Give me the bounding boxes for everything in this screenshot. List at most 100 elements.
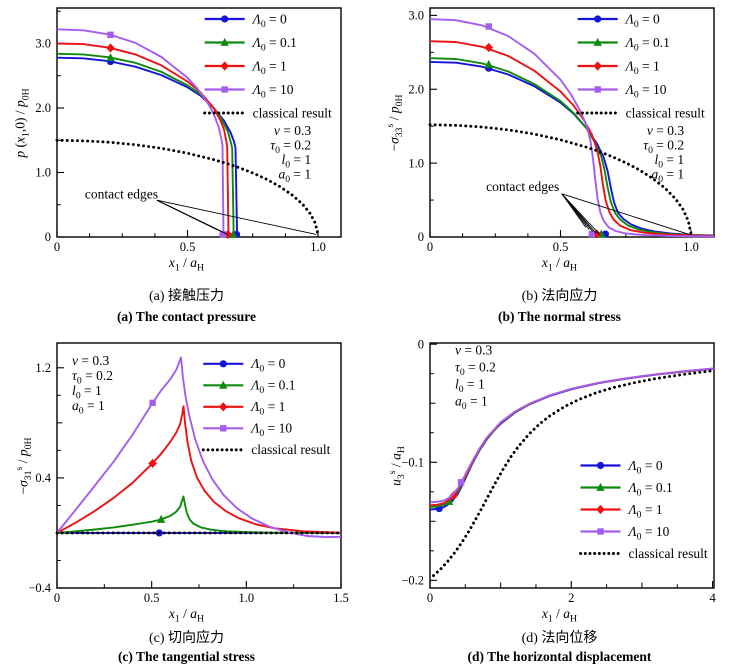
param-line: l0 = 1 <box>654 152 684 171</box>
legend-label-lambda-0: Λ0 = 0 <box>627 458 663 477</box>
series-lambda-0 <box>56 56 239 236</box>
x-tick-label: 0.5 <box>144 591 160 605</box>
legend-label-lambda-0: Λ0 = 0 <box>624 11 660 30</box>
panel-c: 0 0.5 1.0 1.5 −0.4 0.4 1.2 Λ0 = 0 Λ0 = 0.1 Λ0 = 1… <box>0 333 373 665</box>
annotation-contact-edges: contact edges <box>486 179 690 235</box>
x-axis-title-b: x1 / aH <box>541 255 578 274</box>
circle-marker <box>594 15 602 23</box>
axes: 0 0.5 1.0 1.5 −0.4 0.4 1.2 <box>28 342 349 605</box>
axes: 0 0.5 1.0 0 1.0 2.0 3.0 <box>35 7 342 254</box>
x-tick-label: 1.0 <box>683 240 699 254</box>
param-line: τ0 = 0.2 <box>270 137 311 156</box>
triangle-marker <box>484 59 493 68</box>
x-tick-label: 0.5 <box>180 240 196 254</box>
caption-en-b: (b) The normal stress <box>498 309 621 324</box>
chart-a: 0 0.5 1.0 0 1.0 2.0 3.0 contact edges Λ0 = 0 Λ0 =… <box>0 0 373 256</box>
triangle-marker <box>219 380 228 389</box>
y-tick-label: 1.0 <box>35 166 51 180</box>
chart-c-svg: 0 0.5 1.0 1.5 −0.4 0.4 1.2 Λ0 = 0 Λ0 = 0.1 Λ0 = 1… <box>28 342 349 605</box>
legend-label-lambda-0: Λ0 = 0 <box>249 356 285 375</box>
y-tick-label: −0.1 <box>401 455 424 469</box>
square-marker <box>485 23 492 30</box>
square-marker <box>597 528 604 535</box>
x-tick-label: 1.0 <box>310 240 326 254</box>
caption-en-d: (d) The horizontal displacement <box>467 649 652 664</box>
square-marker <box>594 86 601 93</box>
legend: Λ0 = 0 Λ0 = 0.1 Λ0 = 1 Λ0 = 10 classical res… <box>201 356 331 457</box>
circle-marker <box>221 15 229 23</box>
triangle-marker <box>596 482 605 491</box>
series-lambda-10 <box>429 367 715 504</box>
panel-d: 0 2 4 0 −0.1 −0.2 Λ0 = 0 Λ0 = 0.1 Λ0 = 1 Λ0 = 10 c… <box>373 333 746 665</box>
caption-zh-b: (b) 法向应力 <box>521 289 598 304</box>
series-lambda-1 <box>56 405 342 534</box>
legend-label-lambda-0.1: Λ0 = 0.1 <box>249 378 295 397</box>
square-marker <box>588 230 596 238</box>
triangle-marker <box>156 514 166 523</box>
panel-b: 0 0.5 1.0 0 1.0 2.0 3.0 contact edges Λ0 = 0 Λ0 =… <box>373 0 746 333</box>
y-tick-label: 3.0 <box>35 37 51 51</box>
legend: Λ0 = 0 Λ0 = 0.1 Λ0 = 1 Λ0 = 10 classical res… <box>203 11 332 120</box>
legend-label-classical: classical result <box>253 105 332 120</box>
x-tick-label: 0 <box>54 591 60 605</box>
legend-label-lambda-1: Λ0 = 1 <box>627 502 663 521</box>
square-marker <box>220 425 227 432</box>
chart-d: 0 2 4 0 −0.1 −0.2 Λ0 = 0 Λ0 = 0.1 Λ0 = 1 Λ0 = 10 c… <box>373 333 746 607</box>
legend: Λ0 = 0 Λ0 = 0.1 Λ0 = 1 Λ0 = 10 classical res… <box>579 458 708 561</box>
legend-label-lambda-1: Λ0 = 1 <box>251 58 287 77</box>
param-line: l0 = 1 <box>455 377 485 396</box>
legend-label-lambda-1: Λ0 = 1 <box>249 399 285 418</box>
series-lambda-1 <box>429 40 715 237</box>
y-axis-title-c: −σ31s / p0H <box>13 437 35 494</box>
diamond-marker <box>593 61 602 71</box>
y-tick-label: 1.2 <box>35 361 51 375</box>
x-tick-label: 4 <box>709 591 716 605</box>
param-line: τ0 = 0.2 <box>643 137 684 156</box>
legend-label-lambda-0.1: Λ0 = 0.1 <box>624 35 670 54</box>
chart-b: 0 0.5 1.0 0 1.0 2.0 3.0 contact edges Λ0 = 0 Λ0 =… <box>373 0 746 256</box>
x-tick-label: 0.5 <box>553 240 569 254</box>
y-axis-title-d: u3s / aH <box>386 445 408 486</box>
caption-zh-a: (a) 接触压力 <box>148 289 225 304</box>
annotation-text: contact edges <box>486 179 559 194</box>
annotation-text: contact edges <box>85 186 158 201</box>
y-tick-label: 0 <box>418 230 424 244</box>
legend-label-lambda-10: Λ0 = 10 <box>251 82 294 101</box>
diamond-marker <box>596 504 605 515</box>
triangle-marker <box>220 37 229 46</box>
param-line: ν = 0.3 <box>647 123 684 138</box>
param-line: a0 = 1 <box>455 394 488 413</box>
axes: 0 2 4 0 −0.1 −0.2 <box>401 337 716 605</box>
params: ν = 0.3τ0 = 0.2l0 = 1a0 = 1 <box>270 123 311 185</box>
y-tick-label: −0.2 <box>401 574 424 588</box>
param-line: ν = 0.3 <box>455 343 492 358</box>
circle-marker <box>596 461 605 470</box>
axes: 0 0.5 1.0 0 1.0 2.0 3.0 <box>408 7 715 254</box>
param-line: a0 = 1 <box>278 167 311 186</box>
panel-a: 0 0.5 1.0 0 1.0 2.0 3.0 contact edges Λ0 = 0 Λ0 =… <box>0 0 373 333</box>
legend-label-lambda-10: Λ0 = 10 <box>624 82 667 101</box>
square-marker <box>219 231 227 238</box>
param-line: a0 = 1 <box>72 398 105 417</box>
y-tick-label: 3.0 <box>408 9 424 23</box>
series-lambda-10 <box>56 28 225 236</box>
square-marker <box>107 31 114 38</box>
series-lambda-0.1 <box>56 52 235 236</box>
legend-label-lambda-1: Λ0 = 1 <box>624 58 660 77</box>
params: ν = 0.3τ0 = 0.2l0 = 1a0 = 1 <box>643 123 684 185</box>
x-axis-title-a: x1 / aH <box>168 255 205 274</box>
legend-label-classical: classical result <box>626 105 705 120</box>
y-axis-title-b: −σ33s / p0H <box>384 94 406 151</box>
series-lambda-10 <box>429 18 715 238</box>
y-tick-label: 0.4 <box>35 471 51 485</box>
param-line: l0 = 1 <box>72 383 102 402</box>
legend-label-lambda-10: Λ0 = 10 <box>249 421 292 440</box>
triangle-marker <box>593 37 602 46</box>
param-line: l0 = 1 <box>281 152 311 171</box>
y-tick-label: 1.0 <box>408 156 424 170</box>
chart-d-svg: 0 2 4 0 −0.1 −0.2 Λ0 = 0 Λ0 = 0.1 Λ0 = 1 Λ0 = 10 c… <box>401 337 716 605</box>
x-tick-label: 0 <box>427 240 433 254</box>
square-marker <box>457 479 465 486</box>
legend-label-classical: classical result <box>251 442 330 457</box>
caption-zh-c: (c) 切向应力 <box>148 631 225 646</box>
